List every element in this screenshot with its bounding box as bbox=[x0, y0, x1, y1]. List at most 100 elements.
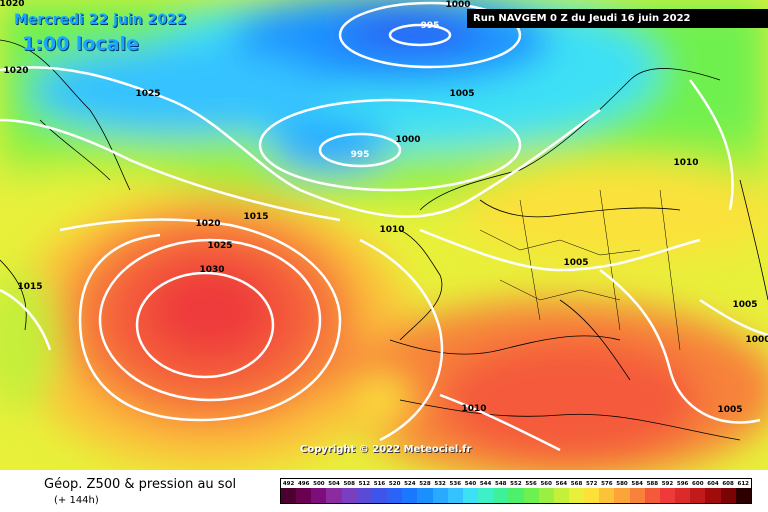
isobar-label: 1000 bbox=[395, 135, 421, 145]
scale-label: 608 bbox=[722, 481, 734, 487]
scale-label: 504 bbox=[328, 481, 340, 487]
scale-cell: 572 bbox=[584, 479, 600, 503]
scale-cell: 520 bbox=[387, 479, 403, 503]
scale-cell: 612 bbox=[735, 479, 751, 503]
scale-cell: 552 bbox=[508, 479, 524, 503]
scale-label: 596 bbox=[676, 481, 689, 487]
scale-swatch bbox=[296, 488, 312, 503]
scale-cell: 568 bbox=[568, 479, 585, 503]
scale-swatch bbox=[311, 488, 327, 503]
isobar-label: 1020 bbox=[195, 219, 221, 229]
coastlines bbox=[0, 39, 768, 441]
scale-swatch bbox=[493, 488, 509, 503]
isobars bbox=[0, 1, 768, 452]
isobar-label: 995 bbox=[420, 21, 440, 31]
scale-label: 604 bbox=[707, 481, 719, 487]
scale-cell: 504 bbox=[326, 479, 342, 503]
scale-swatch bbox=[599, 488, 615, 503]
scale-swatch bbox=[447, 488, 463, 503]
scale-label: 528 bbox=[419, 481, 431, 487]
scale-swatch bbox=[690, 488, 706, 503]
scale-swatch bbox=[402, 488, 418, 503]
scale-swatch bbox=[538, 488, 554, 503]
scale-swatch bbox=[387, 488, 403, 503]
scale-cell: 524 bbox=[402, 479, 418, 503]
color-scale-cells: 492 496 500 504 508 512 516 520 524 528 532 536 540 5… bbox=[280, 478, 752, 504]
scale-cell: 592 bbox=[659, 479, 676, 503]
scale-cell: 544 bbox=[478, 479, 494, 503]
scale-cell: 600 bbox=[690, 479, 706, 503]
scale-swatch bbox=[508, 488, 524, 503]
scale-swatch bbox=[629, 488, 645, 503]
isobar-label: 1020 bbox=[0, 0, 25, 9]
scale-cell: 532 bbox=[432, 479, 448, 503]
isobar-label: 995 bbox=[350, 150, 370, 160]
isobar-label: 1000 bbox=[445, 0, 471, 10]
forecast-time: 1:00 locale bbox=[22, 33, 139, 55]
isobar-label: 1005 bbox=[449, 89, 475, 99]
scale-swatch bbox=[281, 488, 297, 503]
isobar-label: 1005 bbox=[732, 300, 758, 310]
isobar-label: 1025 bbox=[135, 89, 161, 99]
product-title: Géop. Z500 & pression au sol bbox=[44, 477, 237, 492]
scale-label: 600 bbox=[692, 481, 704, 487]
scale-cell: 604 bbox=[705, 479, 721, 503]
scale-label: 516 bbox=[373, 481, 386, 487]
scale-label: 592 bbox=[661, 481, 674, 487]
weather-map: 1000 995 1005 1020 1020 1025 1000 995 10… bbox=[0, 0, 768, 470]
scale-label: 548 bbox=[495, 481, 507, 487]
scale-label: 540 bbox=[464, 481, 477, 487]
scale-label: 520 bbox=[388, 481, 401, 487]
scale-cell: 608 bbox=[720, 479, 736, 503]
isobar-label: 1020 bbox=[3, 66, 29, 76]
isobar-label: 1015 bbox=[17, 282, 43, 292]
scale-label: 492 bbox=[282, 481, 295, 487]
scale-swatch bbox=[720, 488, 736, 503]
forecast-lead-time: (+ 144h) bbox=[54, 495, 99, 506]
scale-cell: 492 bbox=[281, 479, 297, 503]
scale-label: 544 bbox=[479, 481, 492, 487]
scale-swatch bbox=[432, 488, 448, 503]
scale-label: 532 bbox=[434, 481, 446, 487]
isobar-label: 1010 bbox=[673, 158, 699, 168]
scale-swatch bbox=[462, 488, 479, 503]
scale-swatch bbox=[523, 488, 539, 503]
copyright-text: Copyright © 2022 Meteociel.fr bbox=[300, 444, 472, 455]
scale-label: 496 bbox=[297, 481, 310, 487]
isobar-label: 1015 bbox=[243, 212, 269, 222]
isobar-label: 1025 bbox=[207, 241, 233, 251]
scale-cell: 588 bbox=[644, 479, 660, 503]
scale-label: 556 bbox=[525, 481, 537, 487]
scale-label: 536 bbox=[449, 481, 462, 487]
scale-label: 500 bbox=[313, 481, 325, 487]
scale-swatch bbox=[478, 488, 494, 503]
scale-label: 568 bbox=[570, 481, 583, 487]
scale-label: 552 bbox=[510, 481, 522, 487]
scale-cell: 516 bbox=[371, 479, 388, 503]
scale-label: 508 bbox=[343, 481, 355, 487]
scale-swatch bbox=[705, 488, 721, 503]
scale-label: 564 bbox=[555, 481, 568, 487]
scale-label: 560 bbox=[540, 481, 552, 487]
scale-swatch bbox=[417, 488, 433, 503]
scale-swatch bbox=[553, 488, 569, 503]
run-banner: Run NAVGEM 0 Z du Jeudi 16 juin 2022 bbox=[467, 9, 768, 28]
isobar-label: 1005 bbox=[717, 405, 743, 415]
country-borders bbox=[479, 189, 681, 351]
scale-cell: 560 bbox=[538, 479, 554, 503]
forecast-date: Mercredi 22 juin 2022 bbox=[14, 12, 187, 28]
scale-label: 524 bbox=[404, 481, 416, 487]
scale-cell: 496 bbox=[296, 479, 312, 503]
scale-label: 512 bbox=[358, 481, 371, 487]
scale-cell: 512 bbox=[356, 479, 372, 503]
scale-swatch bbox=[326, 488, 342, 503]
scale-cell: 596 bbox=[675, 479, 691, 503]
scale-cell: 508 bbox=[341, 479, 357, 503]
scale-cell: 564 bbox=[553, 479, 569, 503]
legend-footer: Géop. Z500 & pression au sol (+ 144h) 49… bbox=[0, 470, 768, 512]
scale-swatch bbox=[659, 488, 676, 503]
scale-cell: 528 bbox=[417, 479, 433, 503]
scale-swatch bbox=[614, 488, 630, 503]
scale-cell: 556 bbox=[523, 479, 539, 503]
scale-cell: 540 bbox=[462, 479, 479, 503]
